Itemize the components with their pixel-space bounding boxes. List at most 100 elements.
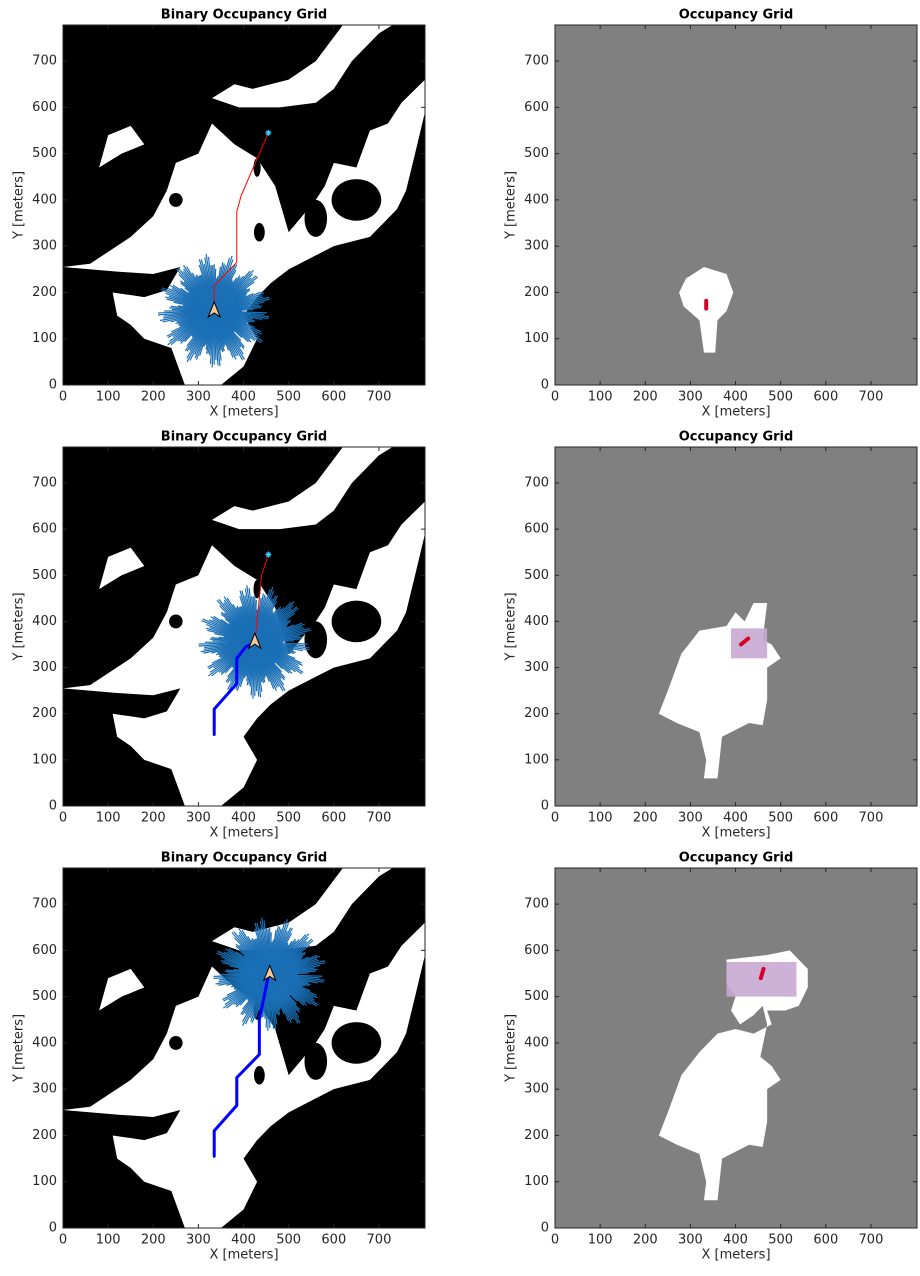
y-tick-label: 400 xyxy=(524,1035,549,1050)
x-tick-label: 500 xyxy=(276,1233,301,1248)
local-map xyxy=(731,628,767,658)
x-tick-label: 200 xyxy=(633,390,658,405)
x-tick-label: 0 xyxy=(551,811,559,826)
chart-title: Binary Occupancy Grid xyxy=(161,430,327,445)
subplot: 0100200300400500600700010020030040050060… xyxy=(504,430,918,841)
x-tick-label: 200 xyxy=(633,1233,658,1248)
x-tick-label: 700 xyxy=(859,811,884,826)
y-tick-label: 300 xyxy=(524,239,549,254)
y-tick-label: 0 xyxy=(541,1221,549,1236)
y-tick-label: 100 xyxy=(32,331,57,346)
y-tick-label: 300 xyxy=(524,660,549,675)
x-tick-label: 400 xyxy=(723,390,748,405)
x-tick-label: 400 xyxy=(723,811,748,826)
figure: 0 100 200 300 400 500 600 700 0 100 200 300 400 500 60… xyxy=(0,0,920,1272)
x-tick-label: 300 xyxy=(678,811,703,826)
x-tick-label: 300 xyxy=(678,390,703,405)
x-tick-label: 0 xyxy=(59,1233,67,1248)
y-axis-label: Y [meters] xyxy=(12,1014,27,1083)
x-axis-label: X [meters] xyxy=(209,826,278,841)
y-tick-label: 0 xyxy=(49,799,57,814)
y-tick-label: 200 xyxy=(32,285,57,300)
y-tick-label: 500 xyxy=(524,568,549,583)
x-tick-label: 700 xyxy=(859,1233,884,1248)
x-tick-label: 300 xyxy=(186,390,211,405)
x-axis-label: X [meters] xyxy=(209,1248,278,1263)
y-tick-label: 0 xyxy=(49,378,57,393)
y-tick-label: 300 xyxy=(32,660,57,675)
obstacle xyxy=(169,193,183,207)
x-tick-label: 700 xyxy=(367,1233,392,1248)
y-tick-label: 200 xyxy=(524,706,549,721)
y-tick-label: 100 xyxy=(524,752,549,767)
x-tick-label: 600 xyxy=(321,1233,346,1248)
y-tick-label: 500 xyxy=(524,989,549,1004)
x-tick-label: 400 xyxy=(723,1233,748,1248)
y-tick-label: 200 xyxy=(524,285,549,300)
y-tick-label: 500 xyxy=(32,568,57,583)
x-tick-label: 700 xyxy=(367,811,392,826)
obstacle xyxy=(304,200,327,237)
obstacle xyxy=(254,223,265,242)
obstacle xyxy=(169,1036,183,1050)
x-tick-label: 300 xyxy=(678,1233,703,1248)
y-tick-label: 300 xyxy=(32,239,57,254)
y-tick-label: 500 xyxy=(32,146,57,161)
y-tick-label: 700 xyxy=(32,475,57,490)
chart-title: Binary Occupancy Grid xyxy=(161,8,327,23)
x-tick-label: 600 xyxy=(813,1233,838,1248)
y-tick-label: 300 xyxy=(32,1082,57,1097)
x-tick-label: 200 xyxy=(141,811,166,826)
y-tick-label: 0 xyxy=(541,378,549,393)
x-tick-label: 500 xyxy=(276,811,301,826)
x-tick-label: 500 xyxy=(276,390,301,405)
x-tick-label: 600 xyxy=(321,390,346,405)
obstacle xyxy=(289,168,307,196)
x-tick-label: 300 xyxy=(186,811,211,826)
x-tick-label: 500 xyxy=(768,1233,793,1248)
x-axis-label: X [meters] xyxy=(701,1248,770,1263)
obstacle xyxy=(304,1043,327,1080)
y-tick-label: 200 xyxy=(32,1128,57,1143)
y-axis-label: Y [meters] xyxy=(504,1014,519,1083)
x-tick-label: 100 xyxy=(96,1233,121,1248)
y-tick-label: 100 xyxy=(524,1174,549,1189)
y-tick-label: 300 xyxy=(524,1082,549,1097)
plot-background xyxy=(555,25,917,385)
y-tick-label: 600 xyxy=(524,522,549,537)
y-tick-label: 600 xyxy=(524,943,549,958)
x-tick-label: 400 xyxy=(231,1233,256,1248)
y-tick-label: 100 xyxy=(524,331,549,346)
y-tick-label: 700 xyxy=(524,54,549,69)
y-tick-label: 500 xyxy=(32,989,57,1004)
y-tick-label: 200 xyxy=(524,1128,549,1143)
x-tick-label: 700 xyxy=(859,390,884,405)
obstacle xyxy=(332,1022,382,1064)
y-axis-label: Y [meters] xyxy=(504,171,519,240)
y-tick-label: 0 xyxy=(541,799,549,814)
x-tick-label: 100 xyxy=(588,811,613,826)
y-tick-label: 700 xyxy=(32,897,57,912)
x-tick-label: 100 xyxy=(96,811,121,826)
chart-title: Occupancy Grid xyxy=(679,8,794,23)
x-axis-label: X [meters] xyxy=(209,405,278,420)
y-tick-label: 100 xyxy=(32,752,57,767)
y-tick-label: 400 xyxy=(32,614,57,629)
obstacle xyxy=(169,615,183,629)
y-tick-label: 400 xyxy=(524,614,549,629)
path xyxy=(761,969,764,978)
y-tick-label: 200 xyxy=(32,706,57,721)
obstacle xyxy=(332,601,382,643)
x-tick-label: 400 xyxy=(231,811,256,826)
x-tick-label: 100 xyxy=(588,1233,613,1248)
x-tick-label: 600 xyxy=(813,390,838,405)
obstacle xyxy=(254,1066,265,1085)
y-tick-label: 700 xyxy=(524,475,549,490)
x-tick-label: 200 xyxy=(633,811,658,826)
x-tick-label: 0 xyxy=(59,811,67,826)
y-tick-label: 600 xyxy=(524,100,549,115)
